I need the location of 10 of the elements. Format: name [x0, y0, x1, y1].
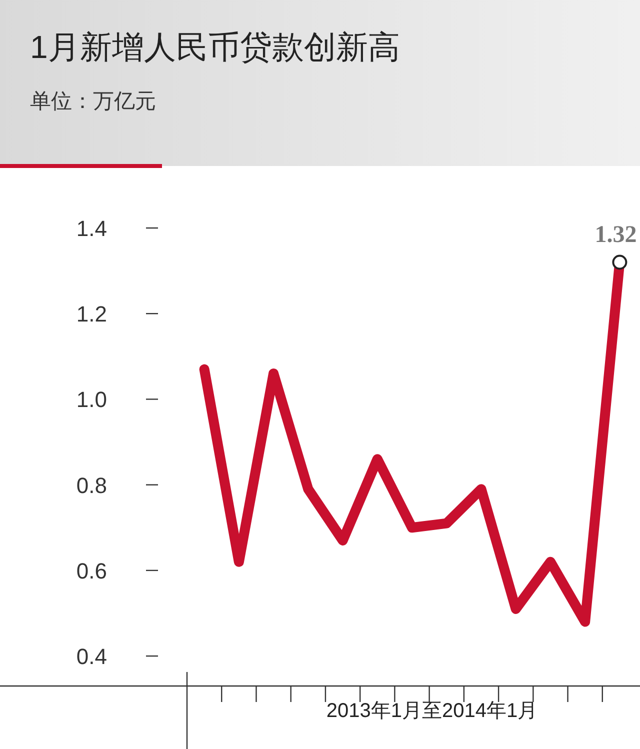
y-tick-label: 1.0 [76, 387, 107, 412]
data-label: 1.32 [594, 222, 637, 248]
y-tick-label: 0.4 [76, 644, 107, 670]
y-tick-label: 1.2 [76, 302, 107, 327]
chart-subtitle: 单位：万亿元 [30, 90, 156, 113]
y-tick-label: 0.8 [76, 472, 107, 498]
x-axis-title: 2013年1月至2014年1月 [326, 700, 538, 722]
y-tick-label: 1.4 [76, 216, 107, 241]
chart-title: 1月新增人民币贷款创新高 [30, 29, 400, 65]
y-tick-label: 0.6 [76, 558, 107, 584]
